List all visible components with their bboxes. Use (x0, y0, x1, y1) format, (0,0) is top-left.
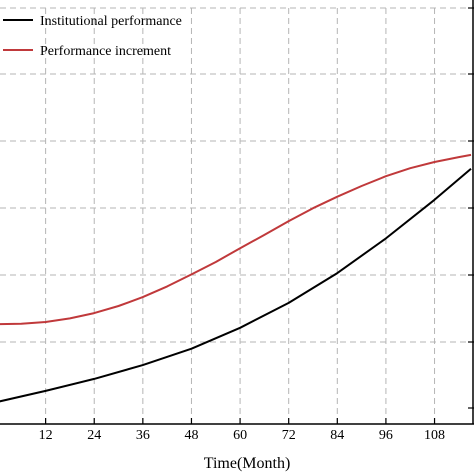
x-tick-label-84: 84 (330, 428, 344, 443)
legend-label-institutional-performance: Institutional performance (40, 14, 182, 29)
x-tick-label-72: 72 (282, 428, 296, 443)
x-tick-label-36: 36 (136, 428, 150, 443)
series-lines (0, 153, 472, 403)
legend-label-performance-increment: Performance increment (40, 44, 171, 59)
grid-lines (0, 7, 474, 424)
x-tick-label-108: 108 (424, 428, 445, 443)
x-tick-label-24: 24 (87, 428, 101, 443)
x-axis-title: Time(Month) (204, 455, 291, 472)
x-tick-label-60: 60 (233, 428, 247, 443)
legend: Institutional performance Performance in… (3, 14, 182, 59)
axes (0, 0, 474, 425)
x-ticks: 12 24 36 48 60 72 84 96 108 (39, 418, 445, 443)
x-tick-label-96: 96 (379, 428, 393, 443)
series-line-performance-increment (0, 153, 472, 326)
x-tick-label-12: 12 (39, 428, 53, 443)
series-line-institutional-performance (0, 167, 472, 403)
x-tick-label-48: 48 (184, 428, 198, 443)
